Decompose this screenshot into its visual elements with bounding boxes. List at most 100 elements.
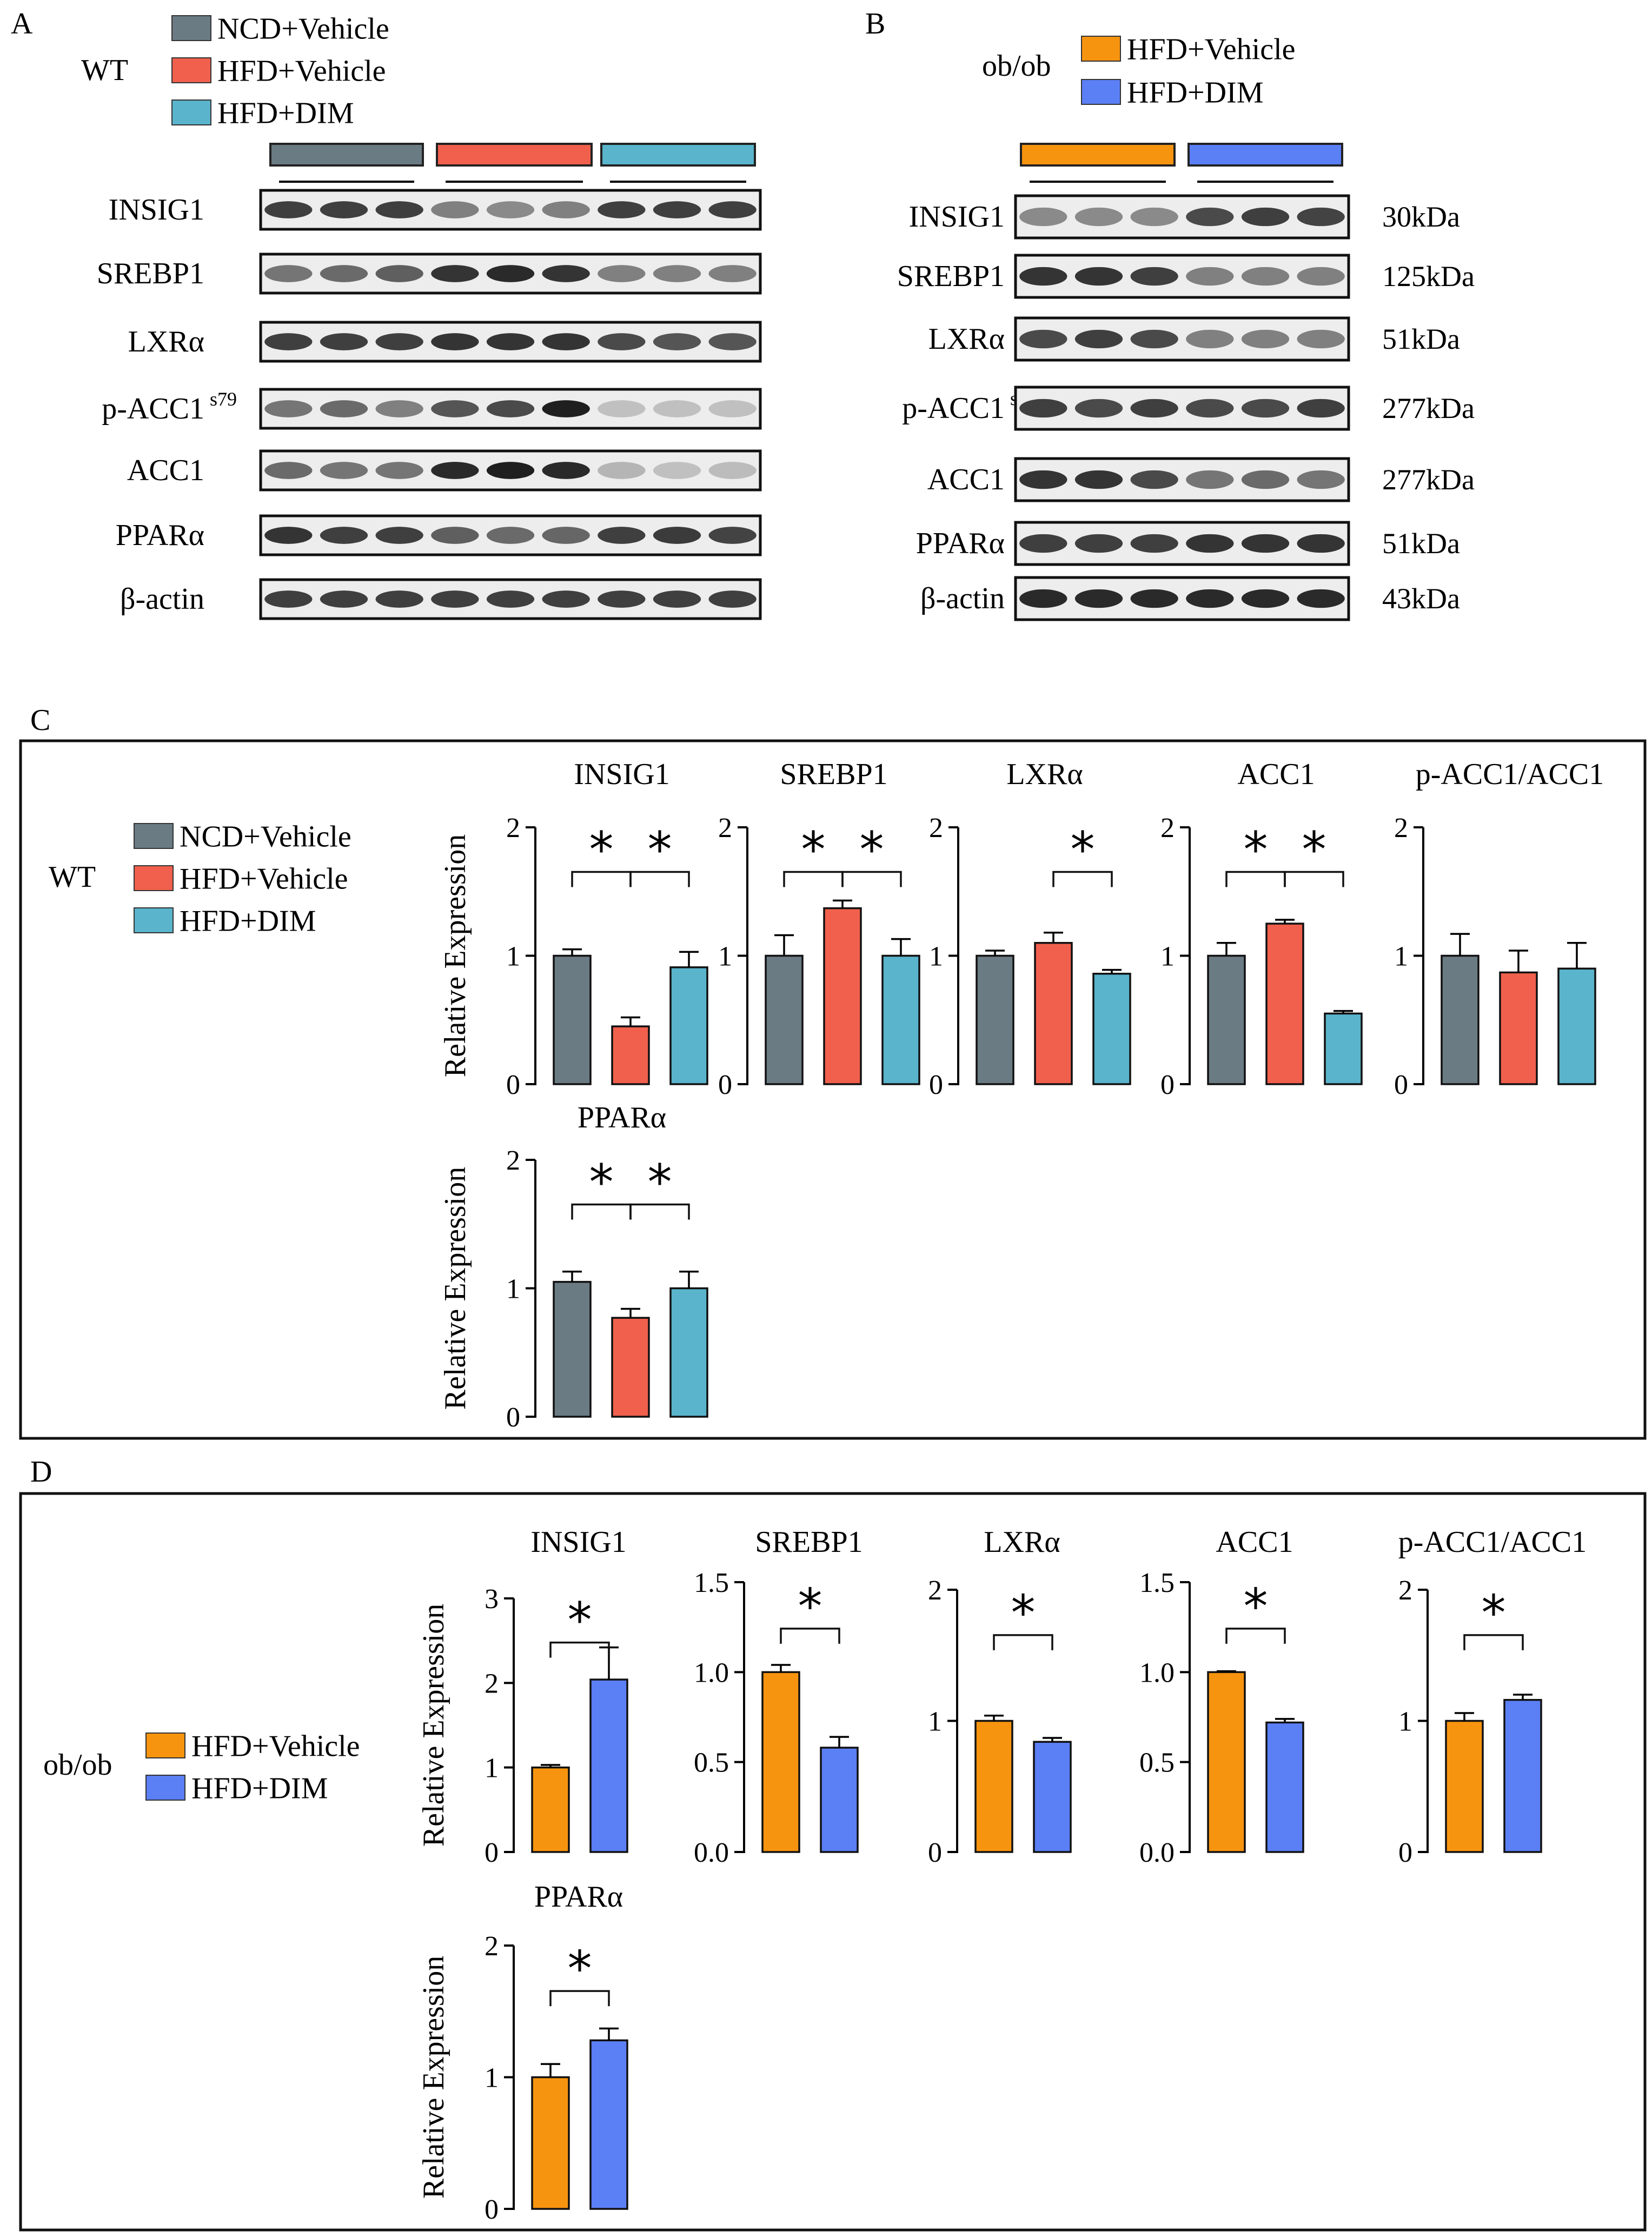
chart-C-0: INSIG1 0 1 2 Relative Expression * *: [439, 758, 708, 1100]
A-blot-band: [653, 265, 701, 282]
A-blot-band: [708, 400, 757, 417]
significance-star: *: [1482, 1585, 1506, 1642]
significance-star: *: [568, 1941, 592, 1997]
A-blot-band: [598, 590, 646, 608]
B-blot-band: [1186, 589, 1234, 608]
A-legend-swatch: [171, 15, 211, 41]
B-blot-band: [1241, 267, 1290, 286]
B-blot-band: [1241, 329, 1290, 349]
A-blot-band: [431, 400, 479, 417]
chart-D-6: INSIG1 0 1 2 3 Relative Expression *: [417, 1525, 628, 1868]
A-legend-label: NCD+Vehicle: [217, 12, 389, 46]
y-tick-label: 0: [929, 1070, 943, 1100]
A-group-bar: [600, 143, 756, 167]
B-blot-band: [1241, 589, 1290, 608]
A-legend-swatch: [171, 57, 211, 83]
y-tick-label: 2: [506, 1145, 520, 1176]
B-blot-band: [1130, 470, 1178, 489]
B-blot-frame: [1014, 316, 1350, 362]
A-blot-row: p-ACC1 s79: [102, 388, 762, 430]
significance-star: *: [589, 1154, 614, 1211]
A-blot-band: [653, 527, 701, 544]
A-blot-band: [264, 333, 313, 350]
bar: [553, 1280, 592, 1418]
significance-star: *: [568, 1592, 592, 1649]
B-blot-band: [1074, 589, 1123, 608]
y-tick-label: 0: [928, 1837, 942, 1868]
y-tick-label: 0: [506, 1070, 520, 1100]
B-blot-band: [1297, 267, 1345, 286]
A-blot-band: [708, 527, 757, 544]
bar: [1324, 1012, 1363, 1085]
B-blot-band: [1074, 534, 1123, 553]
y-tick-label: 2: [1160, 813, 1175, 844]
A-blot-band: [708, 462, 757, 479]
B-blot-band: [1186, 329, 1234, 349]
A-blot-band: [431, 333, 479, 350]
chart-title: SREBP1: [755, 1525, 863, 1559]
A-blot-row: β-actin: [120, 578, 762, 620]
y-tick-label: 1.0: [1139, 1657, 1175, 1688]
A-blot-band: [320, 462, 368, 479]
y-tick-label: 0.0: [694, 1837, 729, 1868]
B-blot-row: INSIG1 30kDa: [909, 194, 1460, 240]
B-blot-band: [1297, 470, 1345, 489]
B-kda-label: 51kDa: [1382, 527, 1460, 560]
chart-C-4: p-ACC1/ACC1 0 1 2: [1394, 758, 1604, 1100]
B-blot-band: [1186, 534, 1234, 553]
significance-star: *: [648, 1154, 672, 1211]
D-legend-swatch: [145, 1775, 185, 1801]
B-blot-row: LXRα 51kDa: [928, 316, 1460, 362]
bar: [1092, 973, 1131, 1085]
A-blot-band: [708, 265, 757, 282]
significance-star: *: [1071, 822, 1095, 879]
A-blot-band: [542, 400, 590, 417]
B-blot-band: [1186, 399, 1234, 418]
A-blot-band: [320, 201, 368, 218]
chart-D-7: SREBP1 0.0 0.5 1.0 1.5 *: [694, 1525, 863, 1868]
B-blot-band: [1130, 534, 1178, 553]
B-blot-band: [1019, 470, 1067, 489]
A-blot-band: [653, 590, 701, 608]
A-blot-band: [653, 201, 701, 218]
B-legend-swatch: [1081, 79, 1121, 105]
bar: [669, 966, 708, 1085]
B-blot-band: [1019, 534, 1067, 553]
bar: [1503, 1698, 1542, 1853]
C-legend-swatch: [134, 865, 174, 891]
A-blot-band: [375, 201, 423, 218]
A-blot-band: [598, 400, 646, 417]
A-blot-band: [431, 265, 479, 282]
bar: [1441, 954, 1479, 1085]
A-blot-band: [320, 333, 368, 350]
C-legend-swatch: [134, 823, 174, 849]
significance-bracket: [1052, 871, 1113, 887]
significance-bracket: [1284, 871, 1344, 887]
B-blot-band: [1130, 399, 1178, 418]
chart-title: p-ACC1/ACC1: [1398, 1525, 1587, 1559]
y-tick-label: 0.5: [694, 1748, 729, 1778]
B-blot-label: ACC1: [927, 463, 1005, 496]
A-legend-swatch: [171, 99, 211, 125]
B-blot-band: [1074, 329, 1123, 349]
significance-bracket: [549, 1990, 610, 2007]
chart-title: LXRα: [984, 1525, 1060, 1559]
A-legend-label: HFD+DIM: [217, 97, 354, 130]
B-blot-frame: [1014, 254, 1350, 299]
B-blot-band: [1074, 267, 1123, 286]
A-blot-row: ACC1: [127, 449, 762, 492]
B-blot-frame: [1014, 457, 1350, 502]
B-blot-frame: [1014, 576, 1350, 621]
B-blot-band: [1186, 267, 1234, 286]
A-blot-band: [375, 400, 423, 417]
chart-title: PPARα: [534, 1880, 623, 1914]
B-kda-label: 51kDa: [1382, 323, 1460, 355]
A-blot-band: [264, 462, 313, 479]
A-blot-band: [375, 462, 423, 479]
A-blot-band: [320, 527, 368, 544]
y-tick-label: 0: [1398, 1837, 1412, 1868]
bar: [531, 2076, 570, 2210]
B-blot-band: [1130, 589, 1178, 608]
y-tick-label: 0: [1160, 1070, 1175, 1100]
B-blot-band: [1074, 399, 1123, 418]
